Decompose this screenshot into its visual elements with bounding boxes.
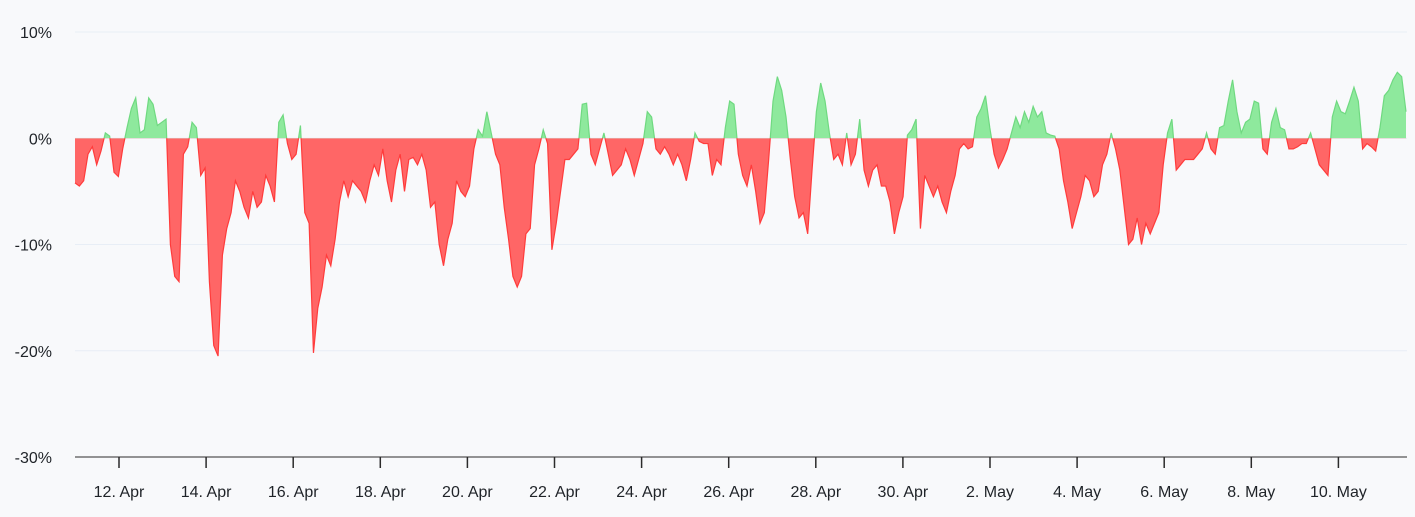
x-tick-label: 20. Apr: [442, 484, 493, 501]
x-tick-label: 14. Apr: [181, 484, 232, 501]
y-axis: 10% 0% -10% -20% -30%: [15, 25, 52, 467]
plot-area: [74, 71, 1407, 357]
x-tick-label: 2. May: [966, 484, 1014, 501]
negative-line: [74, 138, 1379, 357]
x-tick-label: 8. May: [1227, 484, 1275, 501]
x-axis: 12. Apr 14. Apr 16. Apr 18. Apr 20. Apr 22. A…: [75, 456, 1407, 501]
x-tick-label: 16. Apr: [268, 484, 319, 501]
y-tick-label: 10%: [20, 25, 52, 42]
x-tick-label: 22. Apr: [529, 484, 580, 501]
x-tick-label: 6. May: [1140, 484, 1188, 501]
x-tick-label: 4. May: [1053, 484, 1101, 501]
x-tick-label: 30. Apr: [878, 484, 929, 501]
x-tick-label: 10. May: [1310, 484, 1367, 501]
x-tick-label: 28. Apr: [790, 484, 841, 501]
y-tick-label: -30%: [15, 450, 52, 467]
positive-line: [103, 71, 1407, 139]
y-tick-label: -10%: [15, 238, 52, 255]
positive-area: [75, 72, 1406, 139]
x-tick-label: 26. Apr: [703, 484, 754, 501]
y-tick-label: 0%: [29, 131, 52, 148]
x-tick-label: 12. Apr: [94, 484, 145, 501]
y-tick-label: -20%: [15, 344, 52, 361]
x-tick-label: 18. Apr: [355, 484, 406, 501]
x-tick-label: 24. Apr: [616, 484, 667, 501]
negative-area: [75, 138, 1406, 357]
